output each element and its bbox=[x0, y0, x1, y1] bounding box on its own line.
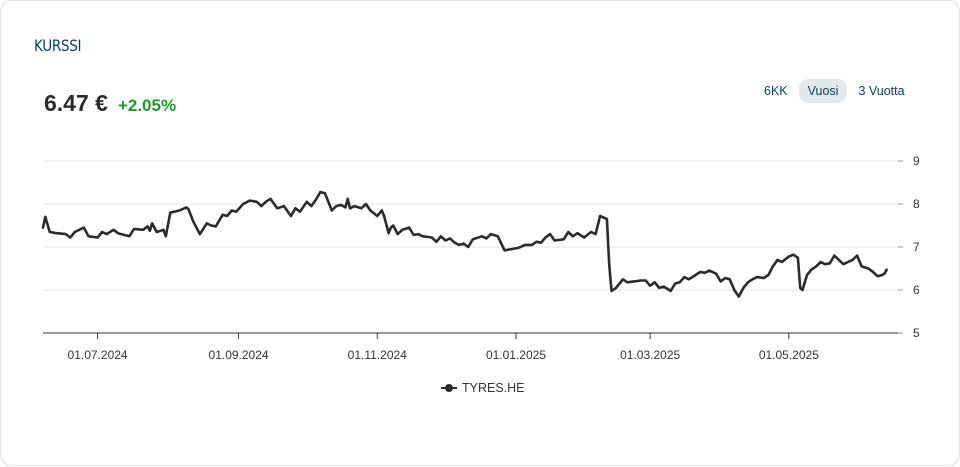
period-selector: 6KK Vuosi 3 Vuotta bbox=[755, 79, 914, 103]
current-price: 6.47 € bbox=[44, 90, 108, 116]
y-tick-label: 6 bbox=[913, 283, 920, 297]
chart-legend[interactable]: TYRES.HE bbox=[441, 381, 525, 395]
y-tick-label: 8 bbox=[913, 197, 920, 211]
series-line-tyres bbox=[41, 190, 888, 298]
y-tick-label: 5 bbox=[913, 326, 920, 340]
legend-series-label: TYRES.HE bbox=[462, 381, 525, 395]
price-change: +2.05% bbox=[117, 96, 177, 115]
x-tick-label: 01.09.2024 bbox=[209, 348, 269, 362]
x-tick-label: 01.11.2024 bbox=[348, 348, 407, 362]
x-tick-label: 01.07.2024 bbox=[68, 348, 128, 362]
x-tick-label: 01.03.2025 bbox=[620, 348, 680, 362]
y-tick-label: 9 bbox=[913, 154, 920, 168]
x-tick-label: 01.05.2025 bbox=[759, 348, 819, 362]
x-tick-label: 01.01.2025 bbox=[486, 348, 546, 362]
y-tick-label: 7 bbox=[913, 240, 920, 254]
period-vuosi-button[interactable]: Vuosi bbox=[798, 79, 848, 103]
section-title: KURSSI bbox=[34, 36, 82, 55]
legend-line-marker-icon bbox=[441, 383, 457, 393]
period-6kk-button[interactable]: 6KK bbox=[764, 84, 788, 98]
period-3-vuotta-button[interactable]: 3 Vuotta bbox=[858, 84, 905, 98]
price-row: 6.47 € +2.05% bbox=[44, 90, 176, 117]
